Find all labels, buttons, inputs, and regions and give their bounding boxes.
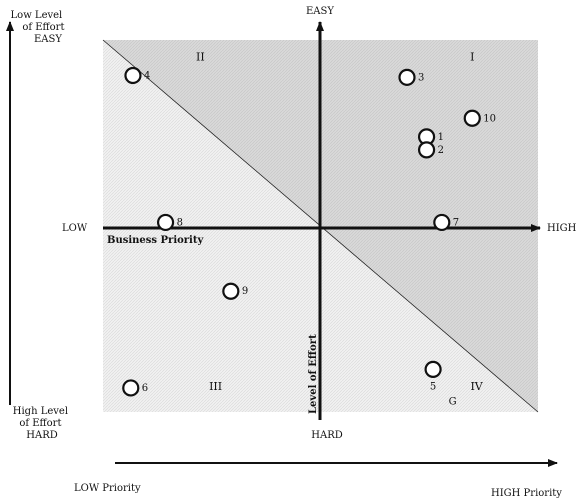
point-2-marker [417,141,436,159]
quadrant-label-ii: II [196,51,205,64]
quadrant-label-iii: III [209,380,222,393]
point-5-label: 5 [430,381,436,392]
quadrant-label-iv: IV [470,380,483,393]
point-3-label: 3 [418,72,424,83]
data-points: 1 2 3 4 5 6 7 8 9 10 [122,66,496,397]
point-7-marker [433,213,451,232]
x-axis-left-label: LOW [62,223,88,234]
point-8-label: 8 [177,217,183,228]
point-9-label: 9 [242,286,248,297]
quadrant-label-i: I [470,51,474,64]
point-7-label: 7 [453,217,459,228]
left-arrow-bottom-line-2: of Effort [19,418,61,429]
y-axis-top-label: EASY [306,6,334,17]
point-10-label: 10 [483,113,496,124]
y-axis-title: Level of Effort [308,334,319,414]
left-arrow-bottom-line-3: HARD [26,430,58,441]
left-arrow-top-line-3: EASY [34,34,62,45]
point-1-label: 1 [438,132,444,143]
x-axis-title: Business Priority [107,235,204,246]
point-5-marker [424,360,442,378]
left-arrow-bottom-label: High Level of Effort HARD [13,406,71,441]
left-arrow-top-line-1: Low Level [11,10,63,21]
point-8-marker [156,213,175,232]
bottom-arrow-left-label: LOW Priority [74,483,141,494]
point-9-marker [222,282,240,300]
left-arrow-top-line-2: of Effort [22,22,64,33]
left-arrow-bottom-line-1: High Level [13,406,68,417]
point-6-marker [122,379,140,397]
point-4-marker [124,66,142,85]
extra-label-g: G [449,397,457,408]
point-10-marker [463,109,481,127]
point-6-label: 6 [142,383,148,394]
point-3-marker [398,68,416,86]
point-4-label: 4 [144,70,150,81]
point-2-label: 2 [438,145,444,156]
left-arrow-top-label: Low Level of Effort EASY [11,10,68,45]
x-axis-right-label: HIGH [547,223,577,234]
bottom-arrow-right-label: HIGH Priority [491,488,562,499]
y-axis-bottom-label: HARD [311,430,343,441]
